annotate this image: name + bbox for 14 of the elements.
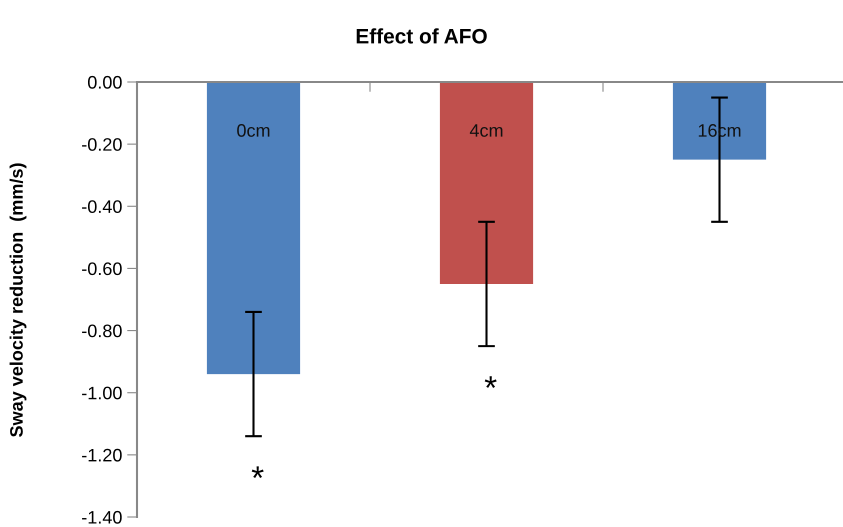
x-tick-label: 4cm — [470, 124, 502, 137]
y-tick-label: -0.80 — [82, 324, 122, 338]
y-tick-label: -1.00 — [82, 386, 122, 400]
y-tick-label: -0.40 — [82, 200, 122, 214]
y-tick-label: -0.20 — [82, 138, 122, 151]
annotation: * — [252, 466, 264, 478]
y-axis-title: Sway velocity reduction (mm/s) — [10, 163, 26, 437]
y-tick-label: -1.40 — [82, 510, 122, 524]
y-tick-label: -1.20 — [82, 448, 122, 462]
x-tick-label: 0cm — [237, 124, 270, 137]
y-tick-label: 0.00 — [88, 76, 122, 89]
y-tick-label: -0.60 — [82, 262, 122, 276]
chart-title: Effect of AFO — [356, 28, 487, 44]
annotation: * — [484, 376, 497, 388]
